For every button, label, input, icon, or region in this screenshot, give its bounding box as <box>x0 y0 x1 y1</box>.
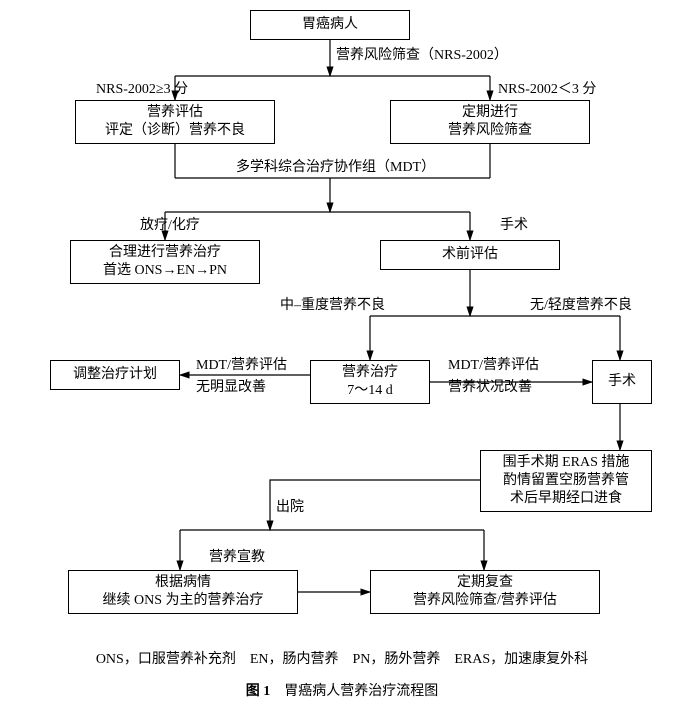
figure-title: 图 1 胃癌病人营养治疗流程图 <box>0 680 684 700</box>
label-l_noimp: 无明显改善 <box>196 380 266 397</box>
flowchart-canvas: 胃癌病人营养评估评定（诊断）营养不良 定期进行营养风险筛查合理进行营养治疗首选 O… <box>0 0 684 715</box>
label-l_surgery: 手术 <box>500 218 528 235</box>
node-text: 营养治疗 <box>342 364 398 382</box>
node-text: 手术 <box>608 373 636 391</box>
label-l_mdt: 多学科综合治疗协作组（MDT） <box>236 160 435 177</box>
node-text: 评定（诊断）营养不良 <box>105 122 245 140</box>
label-l_mdt_r: MDT/营养评估 <box>448 358 539 375</box>
node-text: 合理进行营养治疗 <box>109 244 221 262</box>
label-l_ge3: NRS-2002≥3 分 <box>96 82 188 99</box>
node-text: 营养风险筛查 <box>448 122 532 140</box>
node-text: 定期进行 <box>462 104 518 122</box>
node-text: 定期复查 <box>457 574 513 592</box>
node-n6: 营养治疗7～14 d <box>310 360 430 404</box>
node-text: 胃癌病人 <box>302 16 358 34</box>
label-l_discharge: 出院 <box>276 500 304 517</box>
node-text: 围手术期 ERAS 措施 <box>503 454 630 472</box>
node-text: 术后早期经口进食 <box>510 490 622 508</box>
node-text: 根据病情 <box>155 574 211 592</box>
node-n5: 术前评估 <box>380 240 560 270</box>
label-l_chemo: 放疗/化疗 <box>140 218 200 235</box>
legend-text: ONS，口服营养补充剂 EN，肠内营养 PN，肠外营养 ERAS，加速康复外科 <box>0 648 684 668</box>
node-text: 酌情留置空肠营养管 <box>503 472 629 490</box>
label-l_mdt_l: MDT/营养评估 <box>196 358 287 375</box>
node-text: 营养风险筛查/营养评估 <box>413 592 557 610</box>
label-l_imp: 营养状况改善 <box>448 380 532 397</box>
node-text: 首选 ONS→EN→PN <box>103 262 227 280</box>
node-n7: 手术 <box>592 360 652 404</box>
node-n2: 营养评估评定（诊断）营养不良 <box>75 100 275 144</box>
node-n3: 定期进行营养风险筛查 <box>390 100 590 144</box>
figure-number: 图 1 <box>246 684 271 699</box>
node-n9: 围手术期 ERAS 措施酌情留置空肠营养管术后早期经口进食 <box>480 450 652 512</box>
label-l_mild: 无/轻度营养不良 <box>530 298 632 315</box>
node-text: 继续 ONS 为主的营养治疗 <box>102 592 263 610</box>
label-l_educ: 营养宣教 <box>209 550 265 567</box>
node-text: 调整治疗计划 <box>73 366 157 384</box>
label-l_modsev: 中–重度营养不良 <box>280 298 385 315</box>
node-text: 术前评估 <box>442 246 498 264</box>
node-n10: 根据病情继续 ONS 为主的营养治疗 <box>68 570 298 614</box>
node-text: 7～14 d <box>347 382 393 400</box>
label-l_lt3: NRS-2002＜3 分 <box>498 82 596 99</box>
label-l_screen: 营养风险筛查（NRS-2002） <box>336 48 508 65</box>
figure-caption: 胃癌病人营养治疗流程图 <box>270 684 438 699</box>
node-n4: 合理进行营养治疗首选 ONS→EN→PN <box>70 240 260 284</box>
node-n1: 胃癌病人 <box>250 10 410 40</box>
node-text: 营养评估 <box>147 104 203 122</box>
node-n8: 调整治疗计划 <box>50 360 180 390</box>
node-n11: 定期复查营养风险筛查/营养评估 <box>370 570 600 614</box>
